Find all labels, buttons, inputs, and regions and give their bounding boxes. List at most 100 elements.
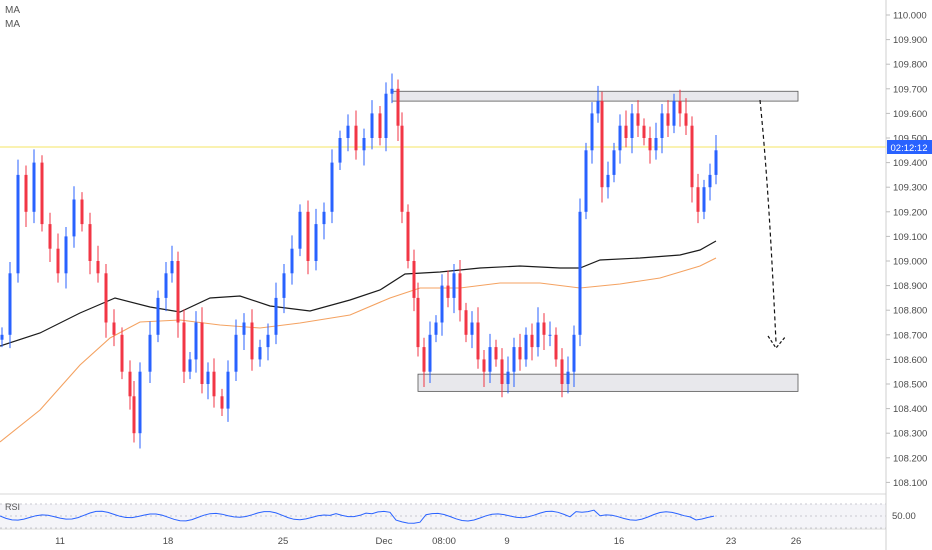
candle bbox=[220, 388, 224, 416]
candle bbox=[234, 319, 238, 382]
indicator-rsi[interactable]: RSI bbox=[5, 502, 21, 512]
candle bbox=[176, 251, 180, 338]
x-tick-label: 26 bbox=[791, 536, 802, 547]
candle bbox=[714, 135, 718, 185]
resistance-zone[interactable] bbox=[391, 90, 799, 102]
candle bbox=[440, 274, 444, 336]
candle bbox=[464, 302, 468, 343]
candle bbox=[684, 98, 688, 136]
rsi-pane[interactable] bbox=[0, 503, 886, 529]
candle bbox=[636, 100, 640, 138]
candle bbox=[274, 282, 278, 345]
y-tick-label: 108.600 bbox=[893, 355, 927, 366]
candle bbox=[606, 161, 610, 199]
y-tick-label: 109.500 bbox=[893, 134, 927, 145]
candle bbox=[488, 333, 492, 384]
candle bbox=[672, 93, 676, 134]
y-tick-label: 108.400 bbox=[893, 404, 927, 415]
y-tick-label: 108.100 bbox=[893, 478, 927, 489]
x-tick-label: 11 bbox=[55, 536, 65, 547]
y-tick-label: 108.300 bbox=[893, 429, 927, 440]
y-tick-label: 109.400 bbox=[893, 158, 927, 169]
candle bbox=[56, 233, 60, 283]
rsi-level-tag: 50.00 bbox=[892, 511, 916, 522]
projection-line bbox=[759, 99, 777, 343]
candle bbox=[330, 149, 334, 224]
indicator-ma-1[interactable]: MA bbox=[5, 5, 20, 16]
y-axis[interactable]: 110.000 109.900 109.800 109.700 109.600 109.5… bbox=[886, 11, 927, 489]
candle bbox=[80, 192, 84, 232]
candle bbox=[128, 360, 132, 410]
candle bbox=[612, 142, 616, 183]
candle bbox=[290, 235, 294, 285]
y-tick-label: 109.100 bbox=[893, 232, 927, 243]
ma-short-line bbox=[0, 257, 717, 443]
candle bbox=[624, 110, 628, 148]
candle bbox=[164, 261, 168, 312]
candle bbox=[642, 118, 646, 146]
candle bbox=[702, 179, 706, 220]
x-tick-label: 9 bbox=[504, 536, 509, 547]
candle bbox=[630, 104, 634, 154]
x-axis[interactable]: 11 18 25 Dec 08:00 9 16 23 26 bbox=[55, 536, 801, 547]
support-zone[interactable] bbox=[417, 373, 799, 392]
candle bbox=[596, 85, 600, 123]
y-tick-label: 109.200 bbox=[893, 207, 927, 218]
candle bbox=[428, 321, 432, 384]
candle bbox=[618, 114, 622, 164]
candle bbox=[400, 112, 404, 224]
candle bbox=[536, 307, 540, 357]
rsi-level-label: 50.00 bbox=[892, 511, 916, 522]
candle bbox=[578, 198, 582, 347]
y-tick-label: 109.900 bbox=[893, 35, 927, 46]
candle bbox=[148, 321, 152, 384]
candle bbox=[530, 323, 534, 361]
candle bbox=[226, 360, 230, 422]
candle bbox=[138, 362, 142, 449]
candle bbox=[362, 128, 366, 166]
candle bbox=[354, 110, 358, 160]
candle bbox=[132, 381, 136, 443]
candle bbox=[64, 227, 68, 289]
x-tick-label: 18 bbox=[163, 536, 174, 547]
candle bbox=[212, 358, 216, 408]
candle bbox=[690, 116, 694, 203]
projection-arrow bbox=[759, 99, 787, 350]
y-tick-label: 108.900 bbox=[893, 281, 927, 292]
candle bbox=[206, 362, 210, 400]
candle bbox=[322, 202, 326, 240]
x-tick-label: 16 bbox=[614, 536, 625, 547]
candle bbox=[648, 126, 652, 164]
x-tick-label: 23 bbox=[726, 536, 737, 547]
price-pane[interactable] bbox=[0, 73, 886, 449]
candle bbox=[182, 309, 186, 384]
candle bbox=[156, 290, 160, 343]
candle bbox=[48, 212, 52, 262]
candle bbox=[512, 337, 516, 387]
candle bbox=[194, 311, 198, 373]
candle bbox=[458, 260, 462, 322]
indicator-ma-2[interactable]: MA bbox=[5, 19, 20, 30]
y-tick-label: 109.700 bbox=[893, 84, 927, 95]
candle bbox=[476, 307, 480, 369]
candle bbox=[506, 356, 510, 394]
candle bbox=[266, 323, 270, 361]
candle bbox=[370, 100, 374, 150]
y-tick-label: 108.200 bbox=[893, 453, 927, 464]
candle bbox=[170, 245, 174, 283]
y-tick-label: 109.300 bbox=[893, 183, 927, 194]
candle bbox=[282, 263, 286, 314]
current-price-tag-text: 02:12:12 bbox=[891, 143, 928, 154]
candle bbox=[446, 270, 450, 308]
candle bbox=[40, 155, 44, 232]
candle bbox=[96, 245, 100, 283]
candle bbox=[494, 339, 498, 367]
candle bbox=[298, 204, 302, 257]
candle bbox=[188, 352, 192, 380]
candle bbox=[390, 73, 394, 104]
x-tick-label: 08:00 bbox=[432, 536, 456, 547]
candle bbox=[200, 307, 204, 394]
candle bbox=[600, 91, 604, 203]
current-price-tag: 02:12:12 bbox=[887, 140, 932, 154]
